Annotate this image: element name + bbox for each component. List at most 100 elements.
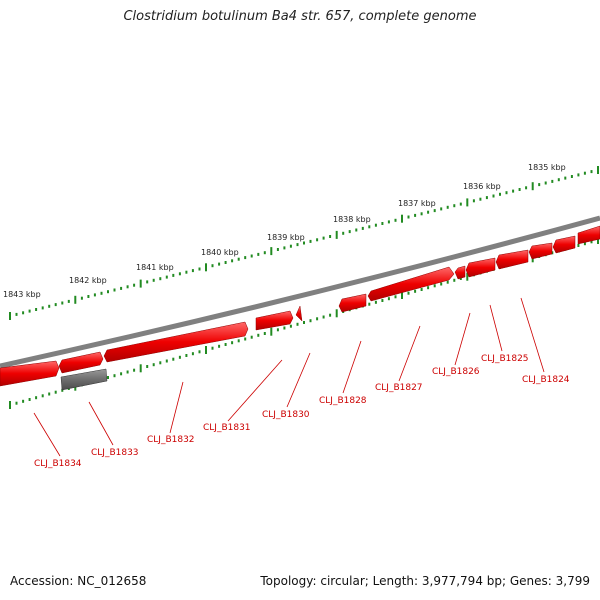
minor-tick	[211, 264, 214, 268]
minor-tick	[459, 277, 462, 280]
minor-tick	[446, 280, 449, 284]
gene-label[interactable]: CLJ_B1831	[203, 423, 251, 433]
gene-label[interactable]: CLJ_B1828	[319, 396, 367, 406]
minor-tick	[146, 365, 149, 368]
minor-tick	[303, 321, 305, 324]
major-tick	[531, 182, 534, 191]
minor-tick	[551, 251, 554, 255]
minor-tick	[237, 257, 240, 261]
minor-tick	[283, 246, 286, 250]
minor-tick	[583, 242, 586, 246]
minor-tick	[394, 295, 397, 299]
minor-tick	[368, 225, 371, 229]
gene-label[interactable]: CLJ_B1833	[91, 448, 139, 458]
minor-tick	[322, 315, 325, 319]
kbp-label: 1838 kbp	[333, 215, 371, 224]
gene-arrow[interactable]	[338, 293, 367, 313]
gene-arrow[interactable]	[58, 351, 104, 374]
minor-tick	[557, 178, 560, 182]
minor-tick	[590, 170, 593, 174]
kbp-label: 1837 kbp	[398, 199, 436, 208]
minor-tick	[459, 202, 462, 206]
minor-tick	[28, 309, 31, 313]
leader-line	[520, 297, 545, 373]
minor-tick	[276, 248, 279, 251]
minor-tick	[433, 284, 436, 288]
gene-label[interactable]: CLJ_B1830	[262, 410, 310, 420]
minor-tick	[577, 244, 580, 247]
major-tick	[466, 272, 469, 281]
major-tick	[139, 279, 142, 288]
minor-tick	[198, 267, 201, 271]
kbp-label: 1836 kbp	[463, 182, 501, 191]
minor-tick	[355, 228, 358, 232]
gene-arrow[interactable]	[295, 305, 303, 322]
minor-tick	[48, 304, 51, 308]
minor-tick	[577, 173, 580, 177]
minor-tick	[178, 272, 181, 276]
minor-tick	[191, 352, 194, 356]
minor-tick	[329, 235, 332, 238]
minor-tick	[374, 223, 377, 227]
gene-arrow[interactable]	[0, 360, 60, 387]
genome-backbone	[0, 215, 600, 369]
minor-tick	[218, 344, 221, 348]
gene-arrow[interactable]	[255, 310, 294, 331]
minor-tick	[368, 302, 371, 306]
leader-line	[489, 304, 503, 352]
leader-line	[342, 340, 362, 394]
minor-tick	[538, 183, 541, 187]
minor-tick	[446, 205, 449, 209]
pseudo-gene-box[interactable]	[60, 368, 108, 391]
minor-tick	[309, 319, 312, 323]
minor-tick	[322, 236, 325, 240]
gene-arrow[interactable]	[495, 249, 529, 270]
minor-tick	[61, 388, 64, 392]
minor-tick	[41, 306, 44, 310]
minor-tick	[316, 238, 319, 242]
minor-tick	[15, 312, 18, 316]
gene-arrow[interactable]	[577, 225, 600, 245]
minor-tick	[387, 297, 390, 301]
minor-tick	[263, 332, 266, 335]
minor-tick	[126, 370, 129, 374]
gene-arrow[interactable]	[367, 266, 455, 302]
minor-tick	[107, 376, 109, 379]
minor-tick	[48, 392, 51, 396]
minor-tick	[224, 261, 227, 264]
minor-tick	[420, 212, 423, 216]
gene-label[interactable]: CLJ_B1826	[432, 367, 480, 377]
genome-summary-text: Topology: circular; Length: 3,977,794 bp…	[260, 574, 590, 588]
minor-tick	[499, 192, 501, 196]
gene-label[interactable]: CLJ_B1824	[522, 375, 570, 385]
minor-tick	[387, 220, 390, 224]
minor-tick	[15, 401, 18, 405]
minor-tick	[191, 269, 194, 273]
gene-arrow[interactable]	[103, 321, 249, 363]
minor-tick	[374, 300, 377, 304]
gene-label[interactable]: CLJ_B1834	[34, 459, 82, 469]
gene-arrow[interactable]	[454, 265, 466, 280]
minor-tick	[172, 273, 175, 277]
minor-tick	[296, 322, 299, 326]
minor-tick	[41, 394, 44, 398]
gene-arrow[interactable]	[528, 242, 553, 260]
leader-line	[286, 352, 311, 408]
minor-tick	[61, 301, 64, 305]
minor-tick	[544, 181, 547, 185]
minor-tick	[289, 324, 292, 328]
minor-tick	[22, 399, 25, 403]
minor-tick	[276, 328, 279, 332]
gene-arrow[interactable]	[552, 235, 576, 254]
leader-line	[33, 412, 61, 457]
gene-label[interactable]: CLJ_B1832	[147, 435, 195, 445]
major-tick	[205, 263, 207, 272]
minor-tick	[512, 189, 515, 193]
minor-tick	[394, 218, 397, 222]
gene-label[interactable]: CLJ_B1827	[375, 383, 423, 393]
minor-tick	[165, 359, 168, 363]
kbp-label: 1835 kbp	[528, 163, 566, 172]
minor-tick	[224, 343, 227, 346]
gene-arrow[interactable]	[465, 257, 496, 278]
gene-label[interactable]: CLJ_B1825	[481, 354, 529, 364]
